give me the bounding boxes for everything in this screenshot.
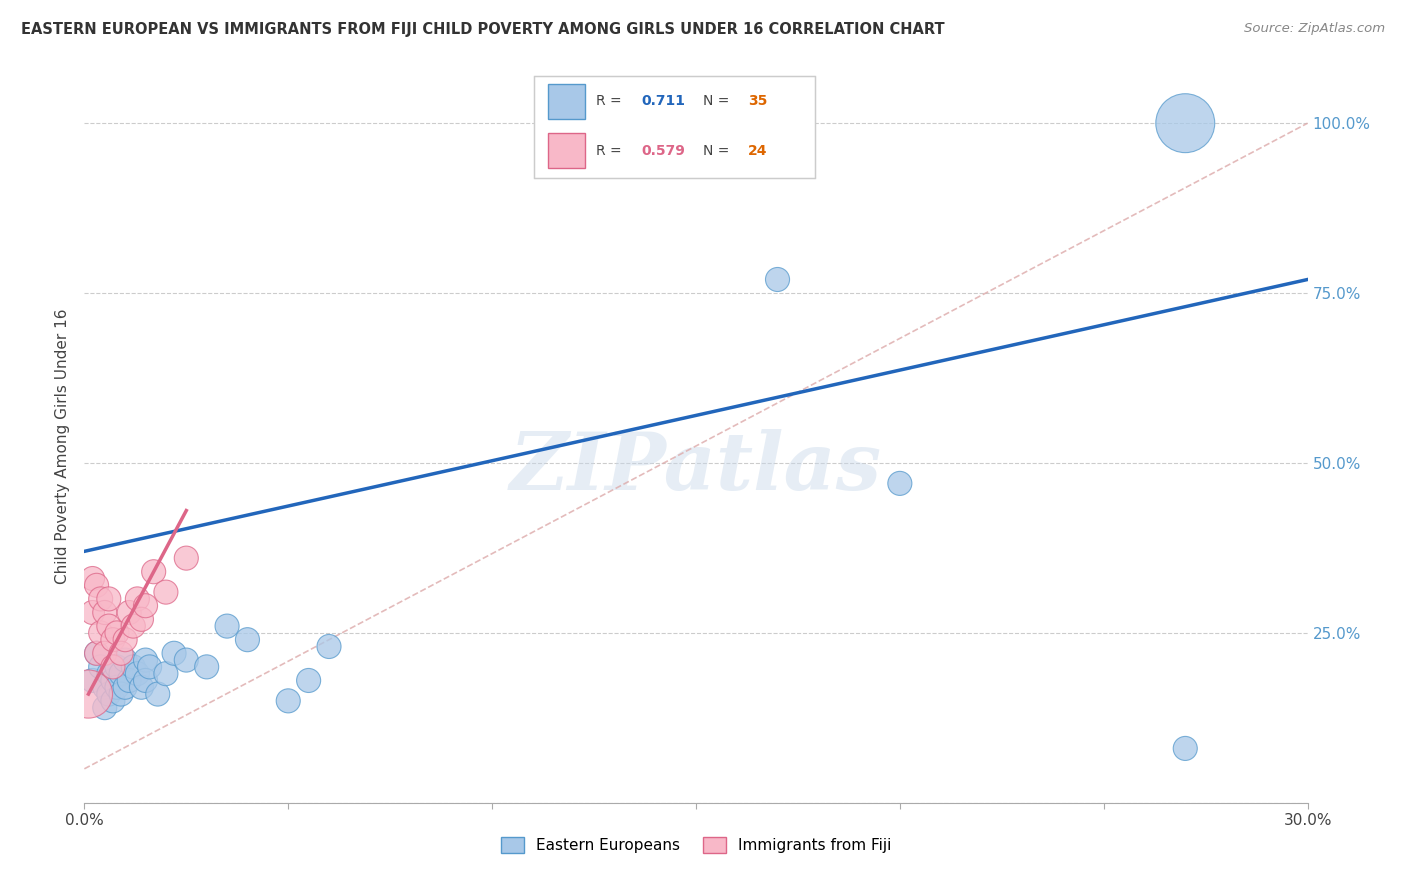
Point	[93, 680, 115, 694]
Point	[90, 626, 112, 640]
Point	[97, 687, 120, 701]
Text: 35: 35	[748, 95, 768, 109]
Text: 24: 24	[748, 144, 768, 158]
Text: N =: N =	[703, 95, 734, 109]
Point	[146, 687, 169, 701]
Point	[174, 551, 197, 566]
Point	[86, 578, 108, 592]
Point	[163, 646, 186, 660]
Point	[142, 565, 165, 579]
Point	[889, 476, 911, 491]
Point	[101, 673, 124, 688]
Point	[114, 653, 136, 667]
Point	[82, 673, 104, 688]
Text: N =: N =	[703, 144, 734, 158]
Point	[127, 591, 149, 606]
Text: EASTERN EUROPEAN VS IMMIGRANTS FROM FIJI CHILD POVERTY AMONG GIRLS UNDER 16 CORR: EASTERN EUROPEAN VS IMMIGRANTS FROM FIJI…	[21, 22, 945, 37]
Legend: Eastern Europeans, Immigrants from Fiji: Eastern Europeans, Immigrants from Fiji	[495, 831, 897, 859]
Point	[110, 666, 132, 681]
Point	[97, 666, 120, 681]
Point	[101, 694, 124, 708]
Text: 0.579: 0.579	[641, 144, 685, 158]
Point	[82, 572, 104, 586]
Point	[122, 660, 145, 674]
Point	[318, 640, 340, 654]
Point	[77, 687, 100, 701]
Point	[217, 619, 239, 633]
Point	[101, 632, 124, 647]
Point	[105, 626, 128, 640]
Text: R =: R =	[596, 95, 626, 109]
Point	[114, 680, 136, 694]
Point	[110, 687, 132, 701]
Point	[131, 680, 153, 694]
Point	[105, 660, 128, 674]
Point	[97, 591, 120, 606]
Point	[135, 653, 157, 667]
Point	[1174, 116, 1197, 130]
Point	[114, 632, 136, 647]
Point	[174, 653, 197, 667]
Point	[86, 646, 108, 660]
Point	[135, 673, 157, 688]
Text: R =: R =	[596, 144, 626, 158]
Point	[118, 606, 141, 620]
Point	[236, 632, 259, 647]
Point	[118, 673, 141, 688]
Point	[82, 606, 104, 620]
Text: 0.711: 0.711	[641, 95, 685, 109]
Point	[93, 606, 115, 620]
Point	[1174, 741, 1197, 756]
Point	[90, 591, 112, 606]
Point	[155, 666, 177, 681]
Point	[97, 619, 120, 633]
Point	[131, 612, 153, 626]
Point	[90, 660, 112, 674]
Y-axis label: Child Poverty Among Girls Under 16: Child Poverty Among Girls Under 16	[55, 309, 70, 583]
Point	[105, 680, 128, 694]
Point	[277, 694, 299, 708]
Point	[138, 660, 160, 674]
Point	[135, 599, 157, 613]
Point	[93, 700, 115, 714]
Point	[766, 272, 789, 286]
Bar	[548, 84, 585, 119]
Text: ZIPatlas: ZIPatlas	[510, 429, 882, 506]
Point	[101, 660, 124, 674]
Point	[93, 646, 115, 660]
Point	[298, 673, 321, 688]
Bar	[548, 133, 585, 168]
Point	[155, 585, 177, 599]
Point	[110, 646, 132, 660]
Point	[127, 666, 149, 681]
Text: Source: ZipAtlas.com: Source: ZipAtlas.com	[1244, 22, 1385, 36]
Point	[122, 619, 145, 633]
Point	[195, 660, 218, 674]
Point	[86, 646, 108, 660]
